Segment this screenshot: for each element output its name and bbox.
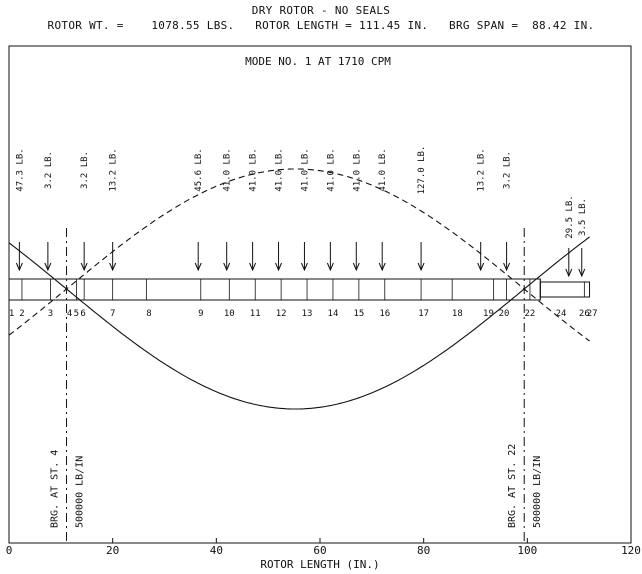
mode-shape-curves (8, 168, 590, 410)
station-number: 4 (67, 309, 72, 319)
station-number: 17 (418, 309, 429, 319)
load-arrowhead (249, 262, 257, 272)
x-tick-label: 20 (106, 544, 119, 557)
station-loads: 47.3 LB. 3.2 LB. 3.2 LB. 13.2 LB. 45.6 LB. 41… (15, 146, 588, 278)
load-label: 3.5 LB. (578, 198, 588, 236)
station-number: 5 (74, 309, 79, 319)
bearing-stiffness: 500000 LB/IN (75, 456, 86, 528)
mode-label: MODE NO. 1 AT 1710 CPM (245, 55, 391, 68)
load-arrowhead (223, 262, 231, 272)
x-tick-label: 100 (517, 544, 537, 557)
station-number: 27 (587, 309, 598, 319)
mode-shape-mirror-line (8, 168, 590, 342)
station-number: 19 (483, 309, 494, 319)
station-number: 2 (19, 309, 24, 319)
load-label: 45.6 LB. (194, 148, 204, 191)
station-number: 13 (302, 309, 313, 319)
x-tick-label: 120 (621, 544, 641, 557)
bearings: BRG. AT ST. 4 500000 LB/IN BRG. AT ST. 22 5… (50, 228, 543, 541)
x-axis-label: ROTOR LENGTH (IN.) (260, 558, 379, 571)
load-label: 13.2 LB. (477, 148, 487, 191)
station-number: 18 (452, 309, 463, 319)
station-number: 11 (250, 309, 261, 319)
x-tick-label: 80 (417, 544, 430, 557)
station-number: 22 (525, 309, 536, 319)
load-label: 41.0 LB. (300, 148, 310, 191)
load-label: 3.2 LB. (503, 151, 513, 189)
station-number: 8 (146, 309, 151, 319)
load-arrowhead (300, 262, 308, 272)
station-number: 1 (9, 309, 14, 319)
load-arrowhead (275, 262, 282, 272)
load-label: 3.2 LB. (80, 151, 90, 189)
load-label: 127.0 LB. (417, 146, 427, 195)
plot-title: DRY ROTOR - NO SEALS (251, 4, 391, 17)
station-number: 26 (579, 309, 590, 319)
load-arrowhead (194, 262, 202, 272)
load-label: 41.0 LB. (352, 148, 362, 191)
station-number: 15 (353, 309, 364, 319)
station-number: 9 (198, 309, 203, 319)
station-number: 3 (48, 309, 53, 319)
shaft-body (8, 278, 541, 301)
load-label: 13.2 LB. (109, 148, 119, 191)
load-arrowhead (80, 262, 88, 272)
station-number: 7 (110, 309, 115, 319)
load-arrowhead (378, 262, 386, 272)
x-tick-label: 60 (313, 544, 326, 557)
load-arrowhead (109, 262, 117, 272)
load-label: 41.0 LB. (326, 148, 336, 191)
station-number: 10 (224, 309, 235, 319)
load-label: 3.2 LB. (44, 151, 54, 189)
station-number: 20 (499, 309, 510, 319)
load-arrowhead (565, 268, 573, 278)
load-arrowhead (417, 262, 425, 272)
x-axis-ticks: 0 20 40 60 80 100 120 (6, 538, 641, 557)
station-number: 16 (379, 309, 390, 319)
load-arrowhead (352, 262, 360, 272)
station-number: 12 (276, 309, 287, 319)
load-label: 41.0 LB. (378, 148, 388, 191)
load-label: 47.3 LB. (15, 148, 25, 191)
load-label: 29.5 LB. (565, 195, 575, 238)
rotor-summary: ROTOR WT. = 1078.55 LBS. ROTOR LENGTH = … (47, 19, 595, 32)
mode-shape-line (8, 236, 590, 410)
station-number: 6 (80, 309, 85, 319)
load-label: 41.0 LB. (223, 148, 233, 191)
load-arrowhead (578, 268, 586, 278)
bearing-label: BRG. AT ST. 4 (50, 450, 61, 528)
load-arrowhead (477, 262, 485, 272)
x-tick-label: 40 (210, 544, 223, 557)
load-arrowhead (503, 262, 511, 272)
load-arrowhead (15, 262, 23, 272)
load-label: 41.0 LB. (275, 148, 285, 191)
load-arrowhead (44, 262, 52, 272)
x-tick-label: 0 (6, 544, 13, 557)
load-label: 41.0 LB. (249, 148, 259, 191)
station-number: 24 (556, 309, 567, 319)
shaft-stub (539, 281, 591, 298)
rotor-shaft (8, 278, 591, 301)
bearing-stiffness: 500000 LB/IN (532, 456, 543, 528)
bearing-label: BRG. AT ST. 22 (507, 444, 518, 528)
load-arrowhead (326, 262, 334, 272)
station-number: 14 (328, 309, 339, 319)
